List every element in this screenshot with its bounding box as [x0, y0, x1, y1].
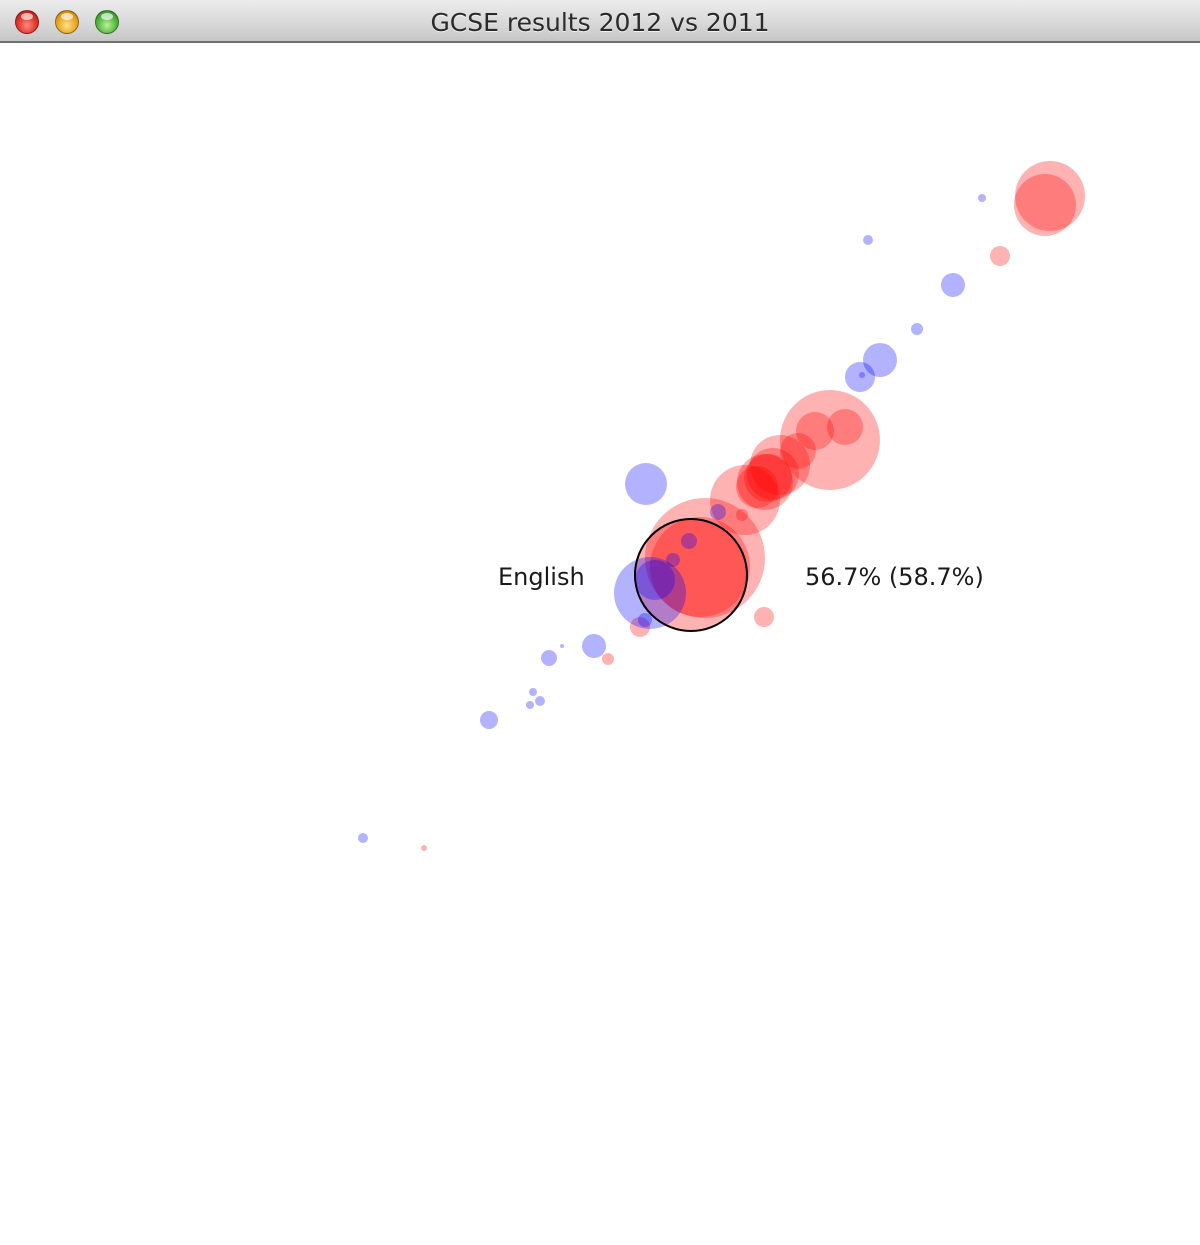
bubble-chart[interactable]: English 56.7% (58.7%)	[0, 45, 1200, 1245]
bubble-down[interactable]	[863, 343, 897, 377]
zoom-button[interactable]	[95, 10, 119, 34]
minimize-button[interactable]	[55, 10, 79, 34]
bubble-up[interactable]	[1014, 174, 1076, 236]
bubble-down[interactable]	[358, 833, 368, 843]
bubble-up[interactable]	[602, 653, 614, 665]
bubble-up[interactable]	[780, 390, 880, 490]
bubble-down[interactable]	[635, 560, 675, 600]
window-title: GCSE results 2012 vs 2011	[430, 8, 770, 37]
bubble-down[interactable]	[978, 194, 986, 202]
bubble-down[interactable]	[526, 701, 534, 709]
close-button[interactable]	[15, 10, 39, 34]
bubble-up[interactable]	[636, 519, 748, 631]
bubble-down[interactable]	[859, 372, 865, 378]
bubble-up[interactable]	[827, 409, 863, 445]
bubble-up[interactable]	[744, 454, 792, 502]
hover-highlight-ring	[634, 518, 748, 632]
bubble-up[interactable]	[645, 498, 765, 618]
bubble-up[interactable]	[747, 448, 799, 500]
bubble-down[interactable]	[535, 696, 545, 706]
bubble-up[interactable]	[736, 509, 748, 521]
bubble-down[interactable]	[681, 533, 697, 549]
hovered-subject-label: English	[498, 563, 585, 591]
bubble-down[interactable]	[845, 362, 875, 392]
bubble-up[interactable]	[754, 607, 774, 627]
bubble-up[interactable]	[736, 466, 778, 508]
bubble-up[interactable]	[750, 435, 810, 495]
bubble-up[interactable]	[737, 454, 793, 510]
hovered-value-label: 56.7% (58.7%)	[805, 563, 984, 591]
bubble-down[interactable]	[480, 711, 498, 729]
bubble-up[interactable]	[710, 465, 780, 535]
bubble-down[interactable]	[582, 634, 606, 658]
bubble-up[interactable]	[421, 845, 427, 851]
bubble-down[interactable]	[614, 557, 686, 629]
bubble-up[interactable]	[796, 412, 834, 450]
bubble-down[interactable]	[666, 553, 680, 567]
bubble-down[interactable]	[541, 650, 557, 666]
bubble-up[interactable]	[630, 617, 650, 637]
bubble-down[interactable]	[625, 463, 667, 505]
bubble-down[interactable]	[863, 235, 873, 245]
bubble-down[interactable]	[638, 613, 652, 627]
bubble-down[interactable]	[560, 644, 564, 648]
bubble-down[interactable]	[941, 273, 965, 297]
bubble-up[interactable]	[990, 246, 1010, 266]
title-bar[interactable]: GCSE results 2012 vs 2011	[0, 0, 1200, 43]
bubble-down[interactable]	[911, 323, 923, 335]
bubble-up[interactable]	[650, 517, 750, 617]
bubble-up[interactable]	[1015, 161, 1085, 231]
bubble-down[interactable]	[710, 504, 726, 520]
bubble-chart-svg[interactable]	[0, 45, 1200, 1245]
bubble-up[interactable]	[780, 433, 816, 469]
bubble-down[interactable]	[529, 688, 537, 696]
